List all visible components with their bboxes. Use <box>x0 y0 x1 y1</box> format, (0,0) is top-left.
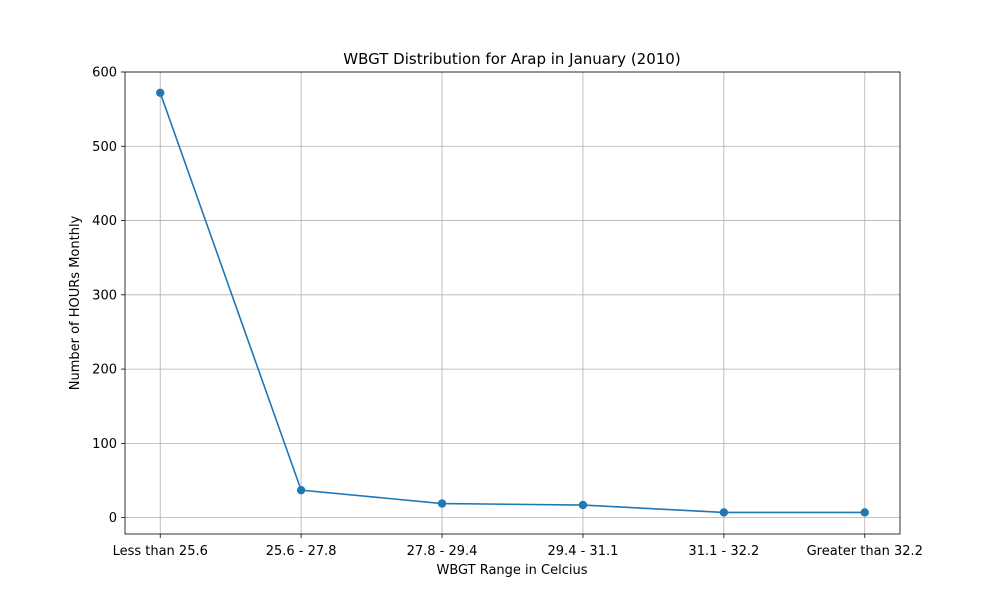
data-point-4 <box>719 508 729 517</box>
x-axis-label: WBGT Range in Celcius <box>436 563 587 578</box>
data-point-3 <box>578 500 588 510</box>
y-tick-label: 600 <box>92 66 117 81</box>
chart-title: WBGT Distribution for Arap in January (2… <box>343 50 680 68</box>
y-tick-label: 0 <box>109 511 117 526</box>
data-point-1 <box>296 485 306 495</box>
y-axis-label: Number of HOURs Monthly <box>68 215 83 390</box>
data-point-5 <box>860 508 869 517</box>
x-tick-label: 29.4 - 31.1 <box>548 544 619 559</box>
x-tick-label: Less than 25.6 <box>113 544 208 559</box>
y-tick-label: 500 <box>92 140 117 155</box>
y-tick-label: 400 <box>92 214 117 229</box>
y-tick-label: 100 <box>92 437 117 452</box>
series-layer <box>156 88 869 517</box>
x-tick-label: Greater than 32.2 <box>807 544 923 559</box>
y-tick-label: 200 <box>92 363 117 378</box>
axis-ticks: Less than 25.6 25.6 - 27.8 27.8 - 29.4 29.4… <box>92 66 923 560</box>
x-tick-label: 27.8 - 29.4 <box>407 544 478 559</box>
data-point-2 <box>437 499 447 508</box>
x-tick-label: 25.6 - 27.8 <box>266 544 337 559</box>
grid-lines <box>125 71 900 534</box>
x-tick-label: 31.1 - 32.2 <box>688 544 759 559</box>
data-point-0 <box>156 88 165 97</box>
series-line <box>159 92 865 514</box>
plot-frame <box>124 71 901 535</box>
y-tick-label: 300 <box>92 288 117 303</box>
